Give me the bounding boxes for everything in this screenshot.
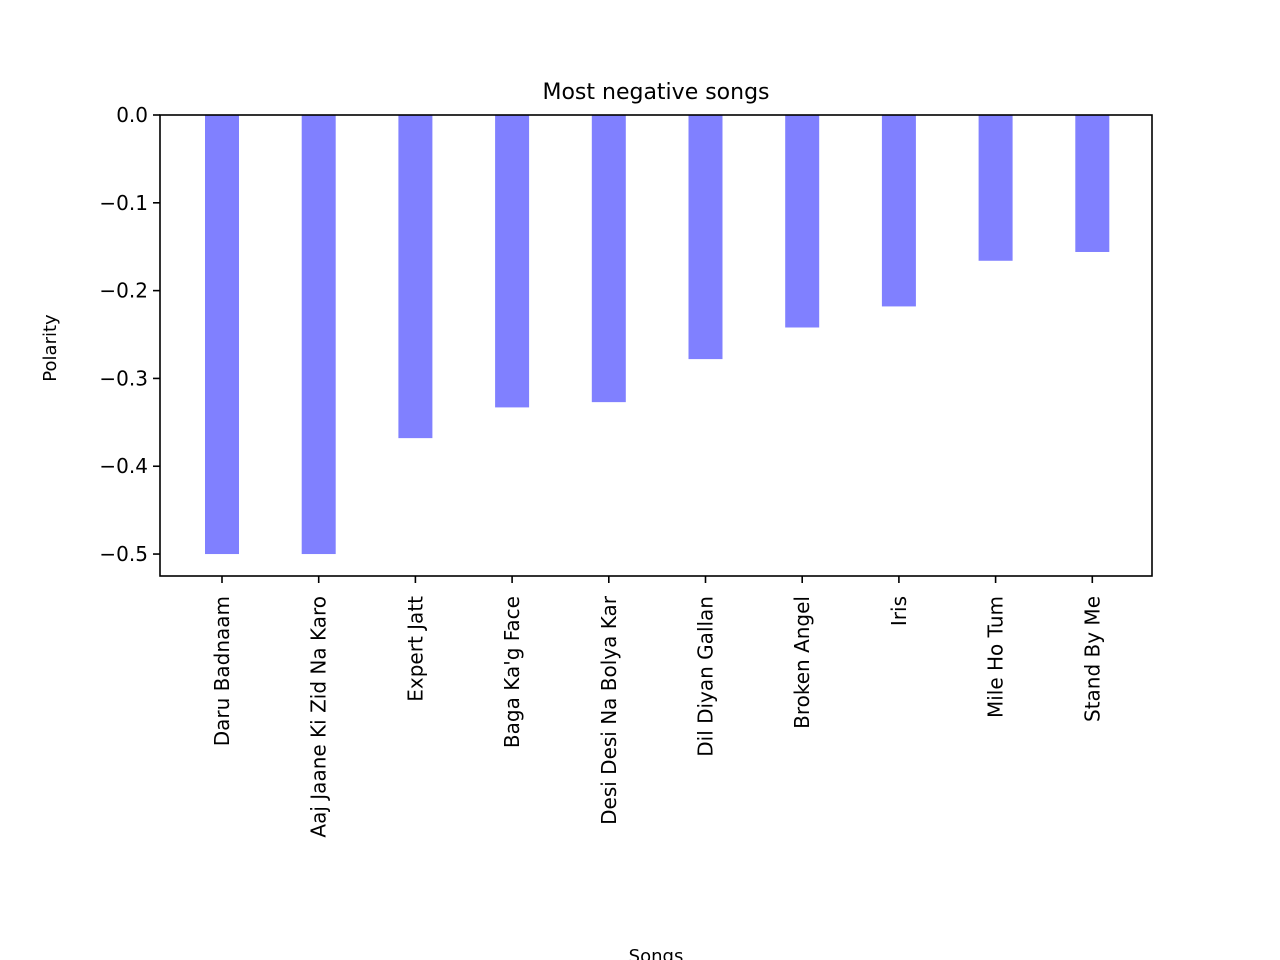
plot-frame [159, 114, 1153, 577]
bars-group [205, 115, 1110, 555]
x-tick-label: Baga Ka'g Face [500, 596, 524, 748]
x-tick-label: Desi Desi Na Bolya Kar [597, 595, 621, 825]
x-tick-label: Expert Jatt [403, 596, 427, 702]
y-tick-label: −0.5 [99, 542, 148, 566]
y-tick-label: −0.2 [99, 279, 148, 303]
bar [1075, 115, 1110, 252]
x-tick-label: Broken Angel [790, 596, 814, 729]
y-tick-label: −0.3 [99, 366, 148, 390]
x-tick-label: Mile Ho Tum [984, 596, 1008, 718]
bar [688, 115, 723, 360]
x-ticks-group: Daru Badnaam Aaj Jaane Ki Zid Na Karo Expe… [210, 576, 1104, 838]
bar [978, 115, 1013, 261]
y-tick-label: 0.0 [116, 103, 148, 127]
bar [591, 115, 626, 403]
bar [785, 115, 820, 328]
bar [881, 115, 916, 307]
bar [301, 115, 336, 555]
x-tick-label: Stand By Me [1080, 596, 1104, 722]
y-tick-label: −0.4 [99, 454, 148, 478]
x-tick-label: Aaj Jaane Ki Zid Na Karo [307, 596, 331, 838]
x-tick-label: Daru Badnaam [210, 596, 234, 746]
x-tick-label: Iris [887, 596, 911, 626]
y-tick-label: −0.1 [99, 191, 148, 215]
x-axis-label: Songs [629, 946, 684, 960]
bar [205, 115, 239, 555]
bar [398, 115, 433, 439]
chart-title: Most negative songs [542, 80, 769, 105]
y-axis-label: Polarity [40, 314, 61, 382]
y-ticks-group: 0.0 −0.1 −0.2 −0.3 −0.4 −0.5 [99, 103, 160, 566]
bar [495, 115, 530, 408]
x-tick-label: Dil Diyan Gallan [694, 596, 718, 757]
